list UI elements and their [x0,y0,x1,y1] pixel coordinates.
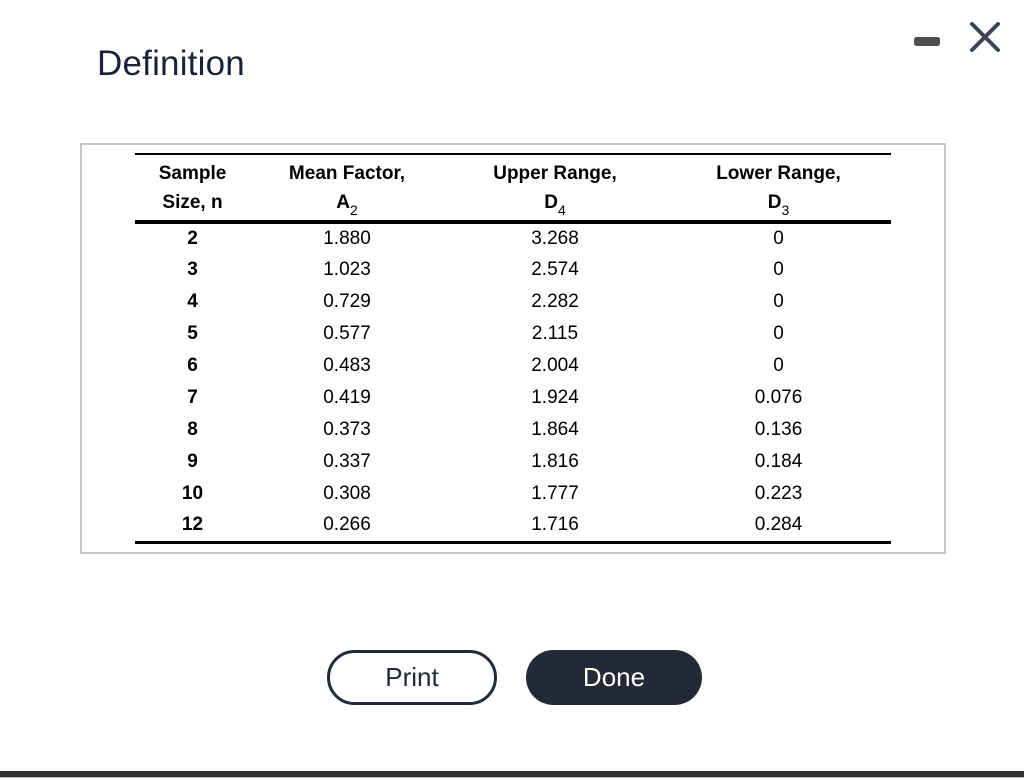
cell-a2: 0.577 [323,323,371,344]
cell-d3: 0.076 [754,387,803,408]
cell-d3: 0 [773,228,784,249]
cell-a2: 0.337 [323,451,371,472]
cell-d4: 2.004 [531,355,579,376]
cell-d4: 1.816 [531,451,579,472]
cell-d4: 1.716 [444,510,666,544]
control-chart-factors-table: Sample Size, n Mean Factor, A2 Upper Ran… [135,153,891,544]
cell-d3: 0 [773,291,784,312]
window-controls [884,0,1024,70]
table-row: 7 0.419 1.924 0.076 [135,382,891,414]
table-row: 4 0.729 2.282 0 [135,286,891,318]
cell-d3: 0 [773,323,784,344]
cell-d4: 1.924 [531,387,579,408]
cell-a2: 1.880 [323,228,371,249]
minimize-icon[interactable] [914,37,940,46]
cell-a2: 1.023 [323,259,371,280]
cell-sample-size: 7 [187,387,198,408]
cell-a2: 0.483 [323,355,371,376]
cell-d4: 1.864 [531,419,579,440]
cell-sample-size: 5 [187,323,198,344]
done-button[interactable]: Done [526,650,702,705]
table-row: 3 1.023 2.574 0 [135,254,891,286]
cell-d3: 0.284 [666,510,891,544]
print-button[interactable]: Print [327,650,497,705]
cell-d4: 3.268 [531,228,579,249]
column-header-d4: Upper Range, D4 [444,153,666,224]
table-row: 10 0.308 1.777 0.223 [135,478,891,510]
cell-sample-size: 6 [187,355,198,376]
cell-d3: 0.136 [754,419,803,440]
cell-d3: 0 [773,259,784,280]
table-body: 2 1.880 3.268 0 3 1.023 2.574 0 4 0.729 2.282 0 5 0.5… [135,222,891,544]
cell-sample-size: 3 [187,259,198,280]
cell-a2: 0.729 [323,291,371,312]
cell-d4: 2.574 [531,259,579,280]
cell-sample-size: 4 [187,291,198,312]
cell-d4: 2.282 [531,291,579,312]
cell-sample-size: 8 [187,419,198,440]
cell-d4: 1.777 [531,483,579,504]
cell-sample-size: 12 [135,510,250,544]
page-title: Definition [97,44,245,83]
column-header-sample-size: Sample Size, n [135,153,250,224]
cell-sample-size: 2 [187,228,198,249]
cell-d4: 2.115 [531,323,579,344]
cell-a2: 0.373 [323,419,371,440]
table-row: 12 0.266 1.716 0.284 [135,510,891,544]
cell-a2: 0.419 [323,387,371,408]
close-icon[interactable] [969,21,1001,53]
cell-sample-size: 9 [187,451,198,472]
column-header-d3: Lower Range, D3 [666,153,891,224]
cell-a2: 0.266 [250,510,444,544]
definition-table-card: Sample Size, n Mean Factor, A2 Upper Ran… [80,143,946,554]
table-row: 8 0.373 1.864 0.136 [135,414,891,446]
table-row: 5 0.577 2.115 0 [135,318,891,350]
column-header-a2: Mean Factor, A2 [250,153,444,224]
table-row: 9 0.337 1.816 0.184 [135,446,891,478]
cell-a2: 0.308 [323,483,371,504]
table-row: 2 1.880 3.268 0 [135,222,891,254]
cell-d3: 0.223 [754,483,803,504]
bottom-bar [0,771,1024,777]
cell-d3: 0.184 [754,451,803,472]
cell-d3: 0 [773,355,784,376]
cell-sample-size: 10 [181,483,204,504]
table-row: 6 0.483 2.004 0 [135,350,891,382]
table-header: Sample Size, n Mean Factor, A2 Upper Ran… [135,153,891,224]
